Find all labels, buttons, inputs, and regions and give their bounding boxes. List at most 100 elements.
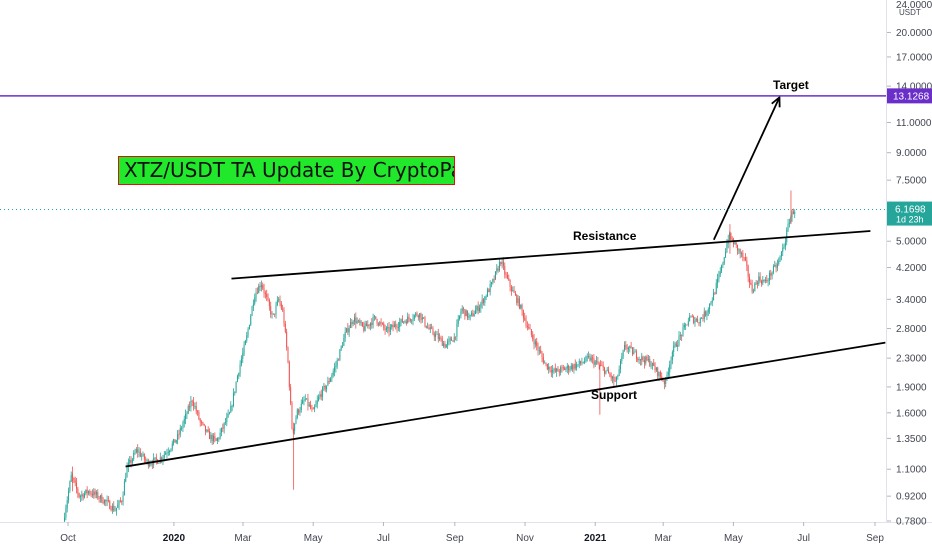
candle-body <box>529 327 531 330</box>
candle-body <box>252 303 254 307</box>
candle-body <box>298 409 300 413</box>
candle-body <box>391 324 393 328</box>
candle-body <box>93 491 95 496</box>
candle-body <box>118 500 120 505</box>
candle-body <box>598 363 600 365</box>
candle-body <box>465 310 467 317</box>
candle-body <box>484 296 486 303</box>
candle-body <box>185 413 187 419</box>
candle-body <box>356 321 358 324</box>
candle-body <box>536 341 538 347</box>
candle-body <box>625 345 627 348</box>
candle-body <box>339 349 341 360</box>
candle-body <box>537 346 539 351</box>
candle-body <box>142 454 144 456</box>
price-tick-label: 24.0000 <box>896 0 932 11</box>
candle-body <box>743 257 745 259</box>
candle-body <box>439 337 441 340</box>
candle-body <box>775 264 777 268</box>
candle-body <box>143 454 145 460</box>
candle-body <box>130 459 132 463</box>
candle-body <box>238 373 240 376</box>
candle-body <box>663 381 665 385</box>
candle-body <box>227 413 229 417</box>
candle-body <box>593 358 595 365</box>
candle-body <box>230 406 232 413</box>
candle-body <box>219 432 221 439</box>
price-tick-label: 1.3500 <box>896 434 927 445</box>
resistance-trendline[interactable] <box>231 230 871 280</box>
candle-body <box>747 266 749 277</box>
candle-body <box>725 251 727 258</box>
candle-body <box>304 399 306 401</box>
candle-body <box>282 308 284 311</box>
candle-body <box>642 356 644 361</box>
candle-body <box>419 313 421 318</box>
candle-body <box>639 358 641 361</box>
candle-body <box>111 505 113 511</box>
candle-body <box>250 315 252 326</box>
candle-body <box>306 398 308 400</box>
candle-body <box>369 322 371 326</box>
candle-body <box>468 315 470 318</box>
candle-body <box>673 345 675 353</box>
candle-body <box>122 495 124 502</box>
candle-body <box>328 381 330 382</box>
target-arrow-line[interactable] <box>713 96 781 241</box>
candle-body <box>389 327 391 332</box>
candle-body <box>509 279 511 287</box>
candle-body <box>500 261 502 264</box>
candle-body <box>566 365 568 369</box>
candle-body <box>106 500 108 502</box>
candle-body <box>759 276 761 281</box>
candle-body <box>151 463 153 465</box>
time-tick-label: Sep <box>446 533 464 544</box>
candle-body <box>792 211 794 214</box>
candle-body <box>787 223 789 230</box>
candle-body <box>381 323 383 325</box>
candle-body <box>102 502 104 504</box>
candle-body <box>260 284 262 288</box>
candle-body <box>78 493 80 498</box>
candle-body <box>629 346 631 348</box>
candle-body <box>553 368 555 370</box>
candle-body <box>433 333 435 337</box>
candle-body <box>776 263 778 268</box>
candle-body <box>561 367 563 369</box>
candle-body <box>460 311 462 316</box>
candle-body <box>657 367 659 377</box>
candle-body <box>461 308 463 312</box>
candle-body <box>601 365 603 366</box>
candle-body <box>98 498 100 499</box>
candle-body <box>202 422 204 424</box>
candle-body <box>570 365 572 369</box>
candle-body <box>703 311 705 319</box>
candle-body <box>429 327 431 330</box>
candle-body <box>197 411 199 413</box>
candle-body <box>343 337 345 346</box>
candle-body <box>315 403 317 408</box>
time-axis[interactable]: Oct 2020 Mar May Jul Sep Nov 2021 Mar May Jul Sep <box>60 522 884 544</box>
candle-body <box>300 403 302 410</box>
time-tick-label: Oct <box>60 533 76 544</box>
candle-body <box>694 320 696 323</box>
support-trendline[interactable] <box>125 341 886 468</box>
price-axis[interactable]: 20.0000 17.0000 14.0000 11.0000 9.0000 7.5000… <box>887 0 932 528</box>
candle-body <box>236 375 238 383</box>
candle-body <box>517 298 519 303</box>
candle-body <box>762 280 764 284</box>
candle-body <box>181 428 183 429</box>
candle-body <box>532 334 534 339</box>
candle-body <box>174 439 176 443</box>
candle-body <box>80 496 82 498</box>
candle-body <box>626 347 628 350</box>
candle-body <box>371 322 373 325</box>
candle-body <box>653 362 655 367</box>
candle-body <box>393 324 395 328</box>
candle-body <box>647 358 649 361</box>
candle-body <box>220 427 222 433</box>
candle-body <box>262 284 264 289</box>
candle-body <box>560 367 562 373</box>
candle-body <box>376 319 378 324</box>
